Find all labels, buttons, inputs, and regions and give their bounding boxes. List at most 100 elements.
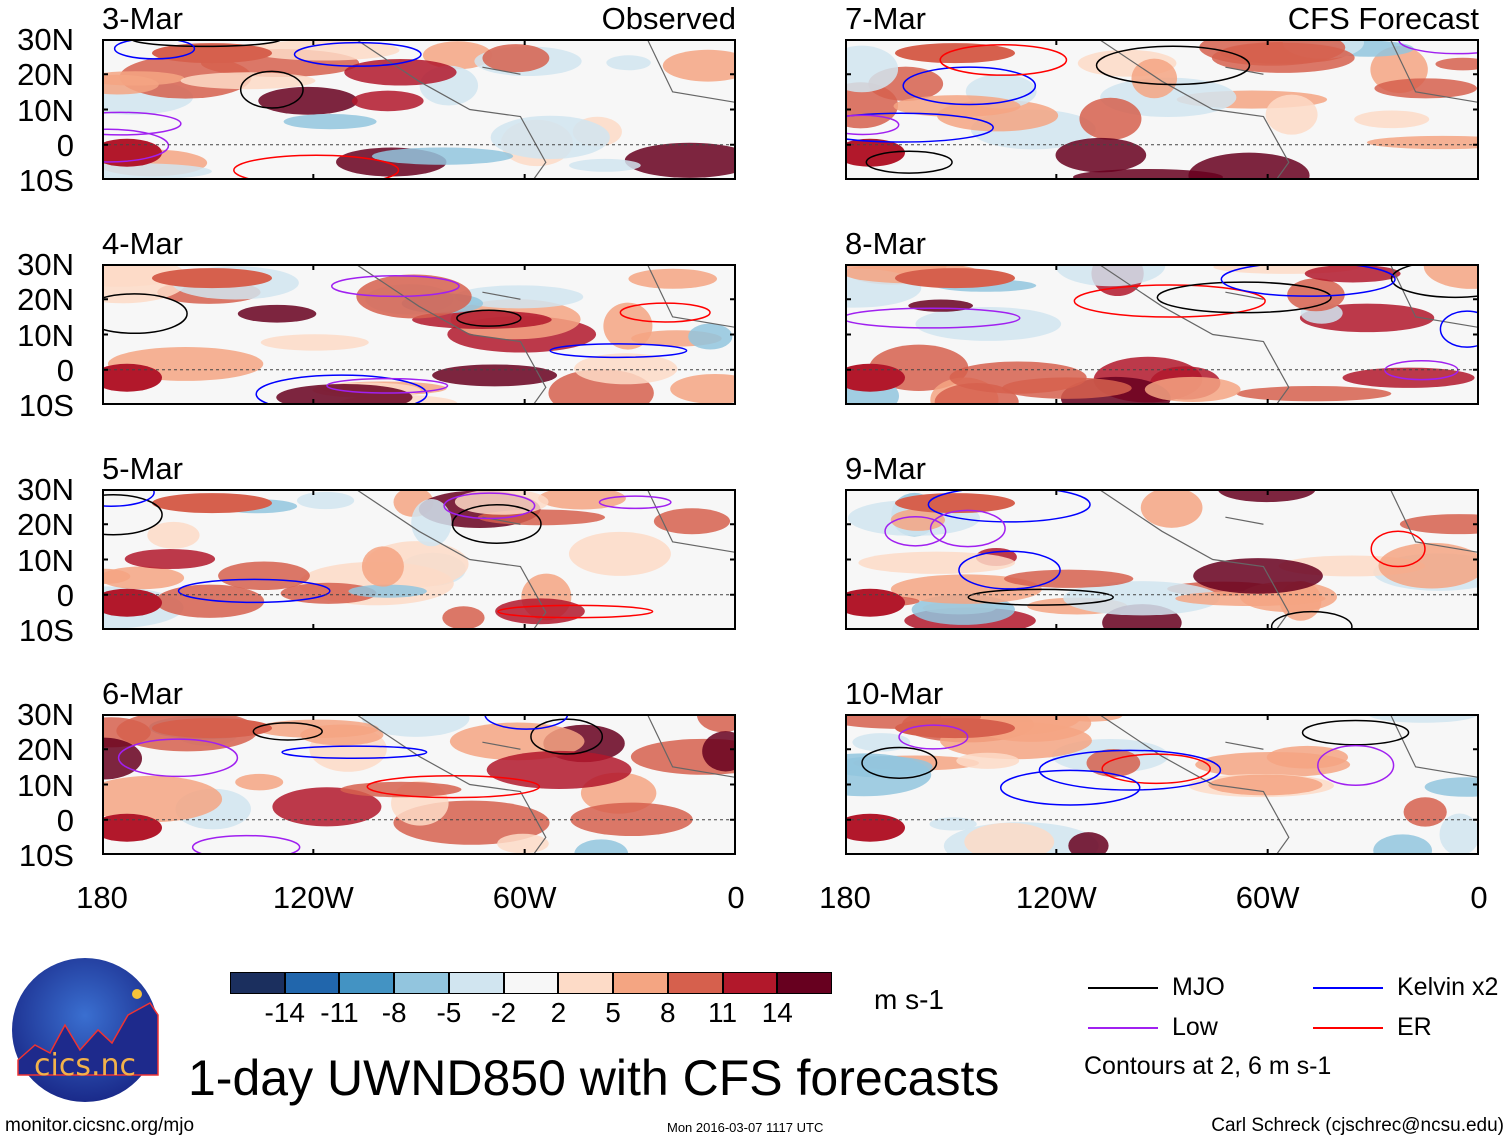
column-header: Observed — [601, 1, 736, 36]
contour-line — [927, 489, 1091, 523]
anomaly-blob — [1073, 168, 1223, 180]
contour-line — [1156, 281, 1332, 314]
anomaly-blob — [152, 268, 272, 289]
contour-line — [191, 834, 301, 855]
contour-line — [497, 604, 654, 619]
anomaly-blob — [272, 787, 382, 827]
contour-line — [865, 150, 953, 174]
lat-tick-label: 0 — [56, 352, 74, 388]
contour-line — [929, 509, 1006, 548]
contour-line — [102, 489, 155, 507]
figure-title: 1-day UWND850 with CFS forecasts — [188, 1050, 1000, 1106]
contour-line — [861, 746, 938, 779]
lat-tick-label: 30N — [17, 697, 74, 732]
anomaly-blob — [1423, 264, 1479, 289]
anomaly-blob — [449, 722, 585, 761]
colorbar-bin — [777, 972, 832, 994]
coastline — [1098, 39, 1479, 180]
anomaly-blob — [1342, 367, 1475, 388]
anomaly-blob — [1199, 39, 1346, 66]
lon-tick-label: 60W — [1235, 880, 1300, 915]
anomaly-blob — [152, 718, 272, 739]
legend-label: Kelvin x2 — [1397, 973, 1499, 1001]
anomaly-blob — [662, 49, 736, 82]
anomaly-blob — [482, 44, 550, 73]
contour-line — [451, 503, 542, 545]
legend-label: MJO — [1172, 973, 1225, 1001]
contour-line — [255, 374, 428, 405]
lat-tick-label: 20N — [17, 507, 74, 543]
anomaly-blob — [340, 781, 462, 798]
map-panel — [102, 489, 736, 630]
anomaly-blob — [895, 493, 1015, 514]
contour-line — [1390, 264, 1479, 299]
contour-line — [967, 588, 1114, 606]
anomaly-blob — [1378, 542, 1479, 589]
contour-line — [530, 718, 604, 755]
colorbar-label: 5 — [605, 997, 621, 1028]
lat-tick-label: 10S — [18, 613, 74, 648]
colorbar-units: m s-1 — [874, 984, 944, 1015]
lat-tick-label: 0 — [56, 802, 74, 838]
anomaly-blob — [895, 43, 1015, 64]
lat-tick-label: 10N — [17, 542, 74, 578]
contour-line — [102, 494, 163, 536]
panel-date: 4-Mar — [102, 226, 183, 261]
anomaly-blob — [908, 299, 973, 312]
contour-line — [456, 309, 522, 327]
contour-line — [1370, 530, 1426, 568]
anomaly-blob — [670, 373, 736, 404]
legend-swatch — [1313, 987, 1383, 989]
contour-line — [958, 550, 1061, 590]
colorbar-bin — [558, 972, 614, 994]
anomaly-blob — [1373, 834, 1433, 855]
contour-line — [1038, 749, 1222, 791]
anomaly-blob — [1399, 514, 1479, 535]
panel-date: 5-Mar — [102, 451, 183, 486]
anomaly-blob — [915, 307, 1062, 341]
lat-tick-label: 10N — [17, 92, 74, 128]
legend-label: Low — [1172, 1013, 1218, 1041]
anomaly-blob — [845, 588, 905, 617]
anomaly-blob — [1140, 489, 1203, 528]
svg-text:cics.nc: cics.nc — [34, 1048, 136, 1083]
anomaly-blob — [348, 584, 427, 598]
anomaly-blob — [152, 43, 272, 64]
panel-date: 9-Mar — [845, 451, 926, 486]
anomaly-blob — [371, 147, 514, 165]
anomaly-blob — [653, 508, 731, 535]
contour-line — [1301, 719, 1410, 746]
anomaly-blob — [1193, 558, 1323, 594]
anomaly-blob — [102, 138, 162, 167]
panel-date: 3-Mar — [102, 1, 183, 36]
anomaly-blob — [155, 584, 265, 618]
anomaly-blob — [574, 839, 629, 855]
lat-tick-label: 30N — [17, 472, 74, 507]
contour-line — [845, 307, 1021, 329]
contour-line — [1270, 610, 1353, 630]
contour-line — [1220, 264, 1396, 297]
colorbar-label: 2 — [550, 997, 567, 1028]
colorbar-label: -8 — [381, 997, 407, 1028]
lon-tick-label: 180 — [819, 880, 871, 915]
anomaly-blob — [102, 71, 185, 86]
anomaly-blob — [1004, 569, 1134, 588]
anomaly-blob — [218, 561, 310, 591]
panel-date: 6-Mar — [102, 676, 183, 711]
contour-line — [102, 128, 170, 163]
lat-tick-label: 20N — [17, 57, 74, 93]
anomaly-blob — [276, 383, 413, 405]
anomaly-blob — [895, 268, 1015, 289]
contour-line — [1095, 45, 1251, 86]
anomaly-blob — [628, 268, 718, 289]
colorbar-label: -5 — [436, 997, 462, 1028]
colorbar-bin — [284, 972, 340, 994]
anomaly-blob — [574, 353, 678, 385]
contour-line — [102, 293, 188, 335]
map-panel — [845, 489, 1479, 630]
lat-tick-label: 10S — [18, 163, 74, 198]
source-url[interactable]: monitor.cicsnc.org/mjo — [5, 1115, 195, 1136]
anomaly-blob — [258, 86, 358, 115]
lat-tick-label: 30N — [17, 22, 74, 57]
contour-line — [999, 769, 1141, 806]
